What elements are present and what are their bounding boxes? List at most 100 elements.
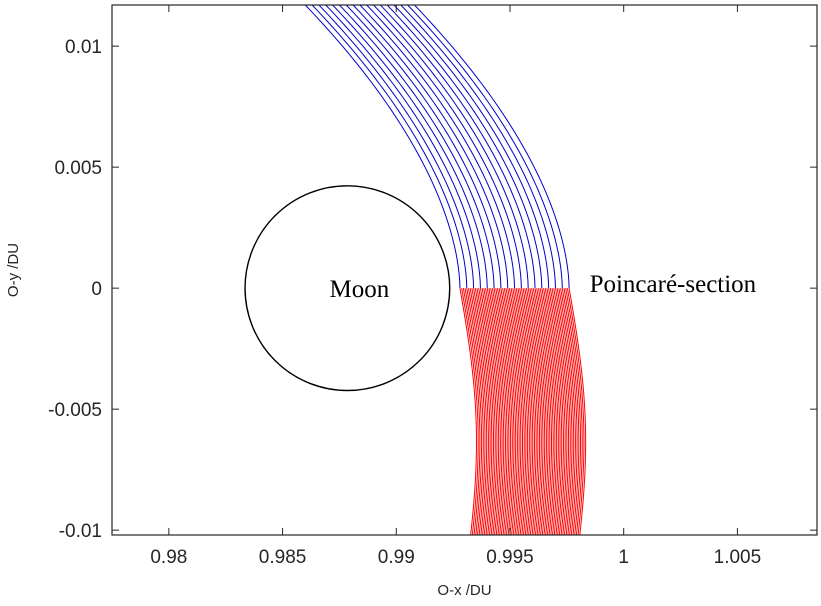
x-tick-label: 1.005	[714, 547, 762, 568]
red-trajectory	[563, 288, 582, 536]
red-trajectory	[544, 288, 563, 536]
red-trajectory	[481, 288, 500, 536]
red-trajectory	[537, 288, 556, 536]
red-trajectory	[515, 288, 534, 536]
blue-trajectory	[400, 4, 556, 289]
y-tick-label: 0	[91, 279, 102, 300]
red-trajectory	[488, 288, 506, 536]
red-trajectory	[527, 288, 546, 536]
x-tick-label: 0.98	[150, 547, 187, 568]
red-trajectory	[469, 288, 488, 536]
red-trajectory	[507, 288, 525, 536]
blue-trajectory	[379, 4, 536, 289]
blue-trajectory	[318, 4, 475, 289]
red-trajectory	[565, 288, 583, 536]
red-trajectory	[534, 288, 553, 536]
blue-trajectory	[393, 4, 550, 289]
red-trajectory	[551, 288, 570, 536]
red-trajectory	[464, 288, 483, 536]
y-tick-label: 0.005	[54, 158, 102, 179]
red-trajectory	[543, 288, 561, 536]
moon-circle	[244, 185, 451, 392]
red-trajectory	[554, 288, 573, 536]
red-trajectory	[503, 288, 522, 536]
blue-trajectory	[311, 4, 468, 289]
x-tick-label: 0.985	[259, 547, 307, 568]
red-trajectory	[539, 288, 558, 536]
blue-trajectory	[407, 4, 563, 289]
poincare-section-label: Poincaré-section	[590, 271, 757, 298]
blue-trajectory	[332, 4, 488, 289]
blue-trajectory	[359, 4, 516, 289]
red-trajectory	[495, 288, 513, 536]
red-trajectory	[529, 288, 547, 536]
blue-trajectory	[345, 4, 502, 289]
red-trajectory	[500, 288, 518, 536]
red-trajectory	[485, 288, 503, 536]
red-trajectory	[556, 288, 575, 536]
red-trajectory	[462, 288, 481, 536]
red-trajectory	[461, 288, 479, 536]
red-trajectory-bundle	[459, 288, 587, 536]
red-trajectory	[512, 288, 530, 536]
red-trajectory	[560, 288, 578, 536]
red-trajectory	[508, 288, 527, 536]
x-tick-label: 0.995	[486, 547, 534, 568]
red-trajectory	[490, 288, 508, 536]
blue-trajectory	[325, 4, 481, 289]
y-axis: 0.01 0.005 0 -0.005 -0.01	[48, 37, 817, 542]
y-tick-label: -0.005	[48, 400, 102, 421]
red-trajectory	[517, 288, 535, 536]
red-trajectory	[496, 288, 515, 536]
x-axis-label: O-x /DU	[437, 582, 491, 599]
x-axis: 0.98 0.985 0.99 0.995 1 1.005	[150, 5, 761, 568]
red-trajectory	[536, 288, 554, 536]
x-tick-label: 1	[618, 547, 629, 568]
red-trajectory	[525, 288, 544, 536]
red-trajectory	[476, 288, 495, 536]
blue-trajectory	[373, 4, 529, 289]
moon-label: Moon	[330, 276, 390, 303]
red-trajectory	[522, 288, 541, 536]
blue-trajectory	[339, 4, 495, 289]
y-tick-label: 0.01	[65, 37, 102, 58]
red-trajectory	[486, 288, 505, 536]
red-trajectory	[531, 288, 549, 536]
red-trajectory	[546, 288, 564, 536]
y-tick-label: -0.01	[59, 521, 102, 542]
red-trajectory	[532, 288, 551, 536]
red-trajectory	[483, 288, 501, 536]
red-trajectory	[548, 288, 566, 536]
blue-trajectory	[352, 4, 509, 289]
red-trajectory	[558, 288, 576, 536]
red-trajectory	[459, 288, 477, 536]
red-trajectory	[541, 288, 559, 536]
x-tick-label: 0.99	[378, 547, 415, 568]
red-trajectory	[568, 288, 587, 536]
red-trajectory	[561, 288, 580, 536]
blue-trajectory	[386, 4, 543, 289]
red-trajectory	[520, 288, 539, 536]
blue-trajectory-bundle	[304, 4, 570, 289]
red-trajectory	[473, 288, 491, 536]
red-trajectory	[466, 288, 484, 536]
blue-trajectory	[304, 4, 461, 289]
red-trajectory	[514, 288, 532, 536]
red-trajectory	[467, 288, 486, 536]
red-trajectory	[549, 288, 568, 536]
red-trajectory	[553, 288, 571, 536]
red-trajectory	[510, 288, 529, 536]
plot-area-frame	[111, 4, 818, 536]
red-trajectory	[493, 288, 512, 536]
red-trajectory	[502, 288, 520, 536]
red-trajectory	[474, 288, 493, 536]
red-trajectory	[479, 288, 498, 536]
red-trajectory	[498, 288, 517, 536]
red-trajectory	[491, 288, 510, 536]
red-trajectory	[505, 288, 524, 536]
y-axis-label: O-y /DU	[5, 243, 22, 297]
red-trajectory	[471, 288, 489, 536]
blue-trajectory	[414, 4, 570, 289]
red-trajectory	[478, 288, 496, 536]
